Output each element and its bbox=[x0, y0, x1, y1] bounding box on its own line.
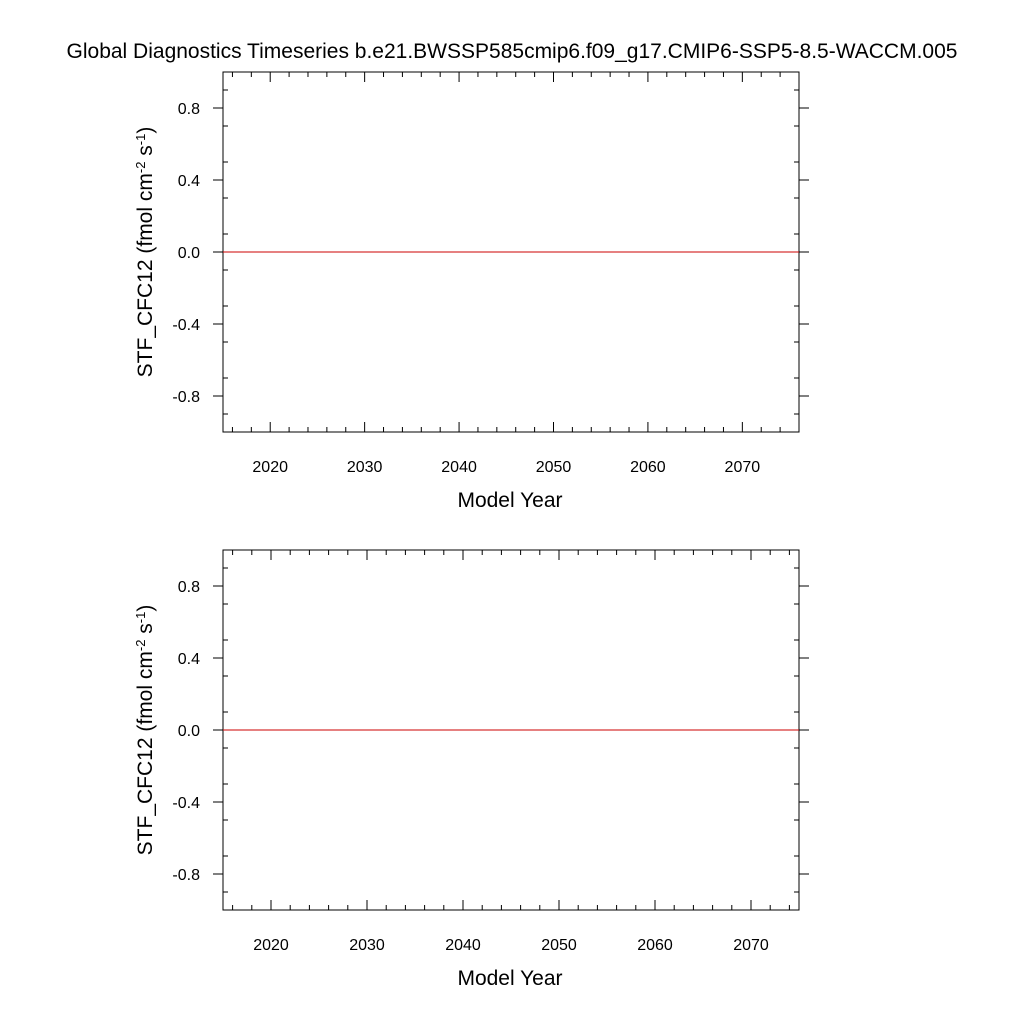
y-tick-label: -0.4 bbox=[172, 317, 200, 334]
y-axis-label: STF_CFC12 (fmol cm-2 s-1) bbox=[133, 605, 158, 856]
y-tick-label: -0.4 bbox=[172, 795, 200, 812]
x-tick-label: 2050 bbox=[541, 937, 577, 954]
x-tick-label: 2020 bbox=[252, 459, 288, 476]
x-tick-label: 2040 bbox=[445, 937, 481, 954]
y-tick-label: 0.0 bbox=[178, 723, 200, 740]
y-tick-label: -0.8 bbox=[172, 389, 200, 406]
panel-2: 2020 2030 2040 2050 2060 2070 -0.8 -0.4 0.0 0.4 0.… bbox=[133, 549, 809, 990]
x-tick-label: 2070 bbox=[733, 937, 769, 954]
panels: 2020 2030 2040 2050 2060 2070 -0.8 -0.4 0.0 0.4 0.… bbox=[133, 71, 809, 990]
y-minor-ticks bbox=[223, 89, 799, 415]
x-tick-label: 2050 bbox=[536, 459, 572, 476]
y-tick-label: -0.8 bbox=[172, 867, 200, 884]
panel-1: 2020 2030 2040 2050 2060 2070 -0.8 -0.4 0.0 0.4 0.… bbox=[133, 71, 809, 512]
x-minor-ticks bbox=[231, 72, 800, 432]
y-axis-label: STF_CFC12 (fmol cm-2 s-1) bbox=[133, 127, 158, 378]
x-tick-label: 2020 bbox=[253, 937, 289, 954]
y-tick-label: 0.4 bbox=[178, 173, 200, 190]
x-tick-label: 2030 bbox=[349, 937, 385, 954]
y-minor-ticks bbox=[223, 567, 799, 893]
x-tick-label: 2060 bbox=[637, 937, 673, 954]
y-tick-label: 0.0 bbox=[178, 245, 200, 262]
x-axis-label: Model Year bbox=[457, 967, 562, 990]
x-tick-label: 2040 bbox=[441, 459, 477, 476]
x-tick-label: 2030 bbox=[347, 459, 383, 476]
x-axis-label: Model Year bbox=[457, 489, 562, 512]
figure-title: Global Diagnostics Timeseries b.e21.BWSS… bbox=[67, 40, 958, 63]
y-tick-label: 0.8 bbox=[178, 101, 200, 118]
x-minor-ticks bbox=[232, 550, 790, 910]
y-tick-label: 0.8 bbox=[178, 579, 200, 596]
x-tick-label: 2060 bbox=[630, 459, 666, 476]
x-tick-label: 2070 bbox=[725, 459, 761, 476]
y-tick-label: 0.4 bbox=[178, 651, 200, 668]
